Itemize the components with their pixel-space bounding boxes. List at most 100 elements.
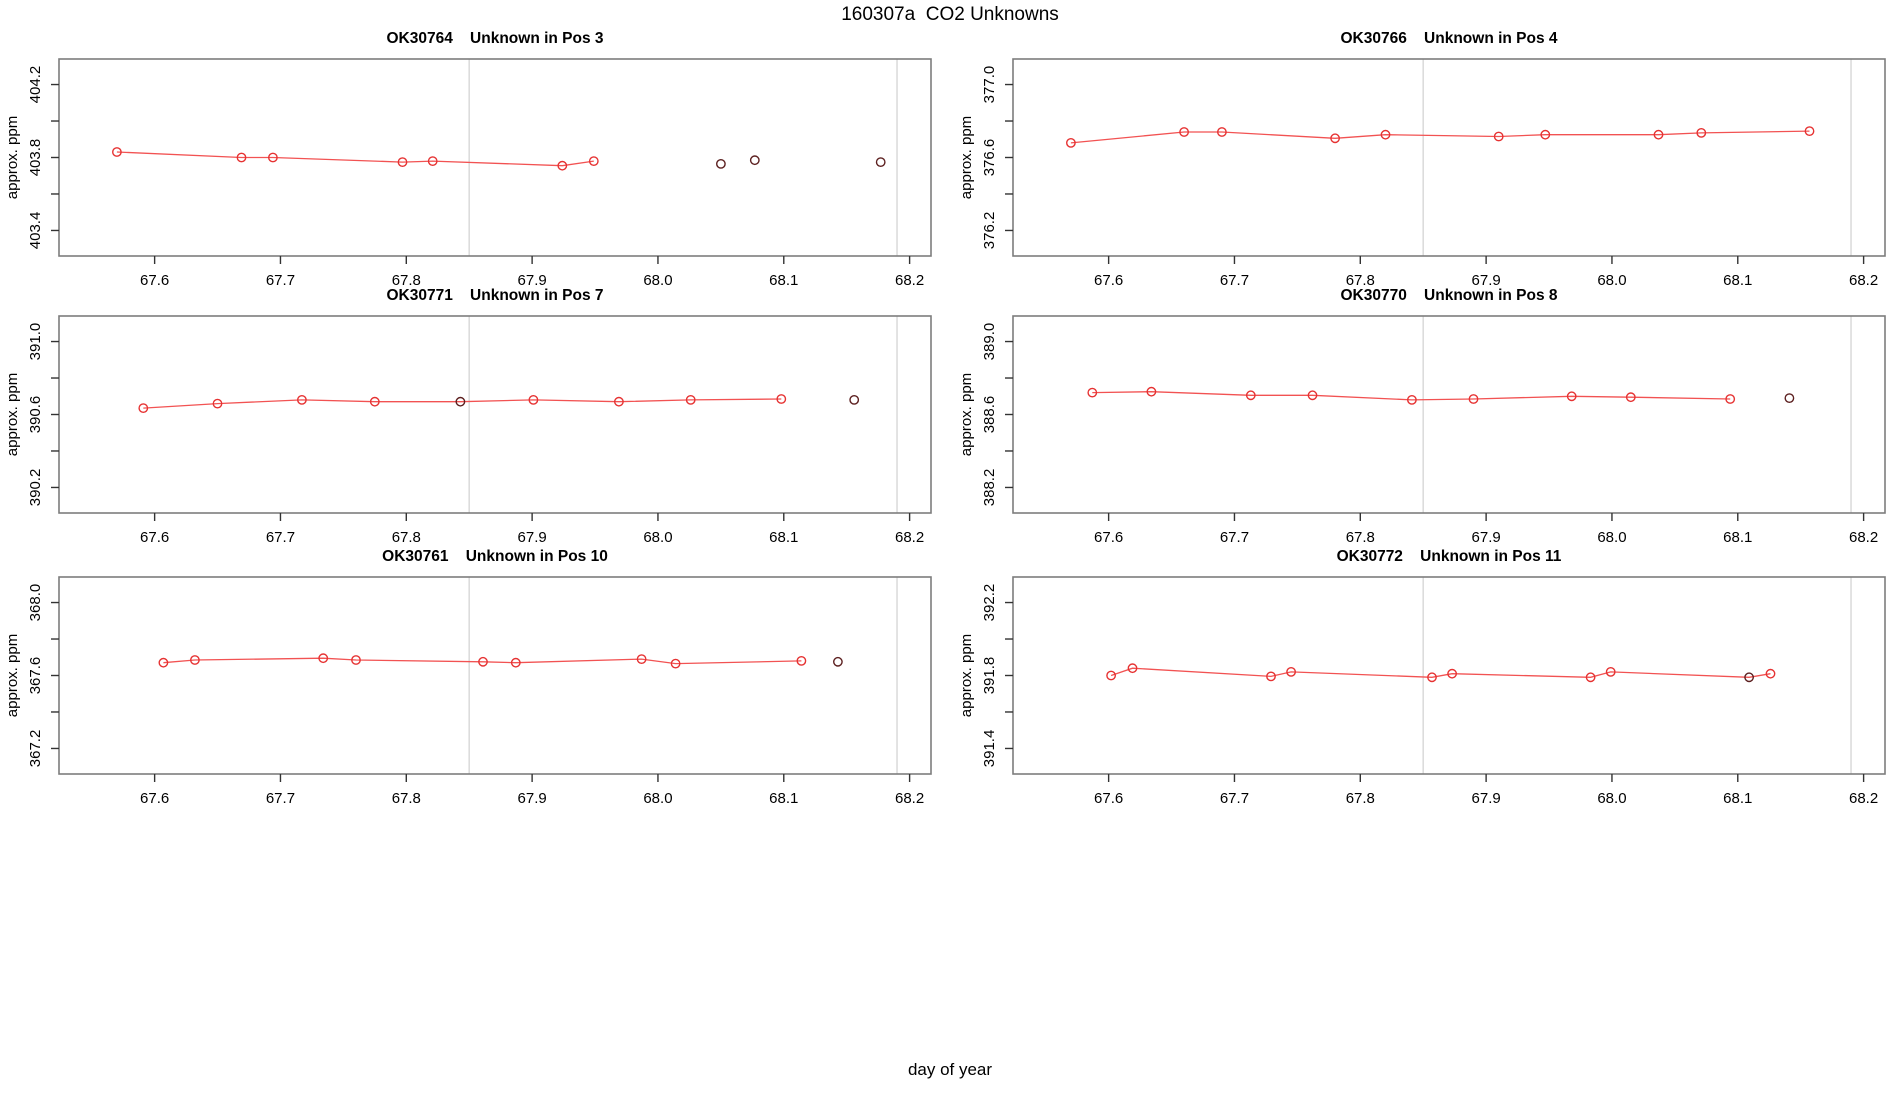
data-point bbox=[1179, 127, 1190, 137]
y-tick-label: 403.4 bbox=[27, 212, 44, 250]
data-point bbox=[1217, 127, 1227, 137]
figure-main-title: 160307a CO2 Unknowns bbox=[841, 4, 1059, 25]
y-axis-title: approx. ppm bbox=[958, 634, 975, 717]
data-point bbox=[212, 398, 223, 409]
x-tick-label: 68.0 bbox=[643, 529, 672, 546]
x-tick-label: 67.7 bbox=[266, 529, 295, 546]
data-point bbox=[1585, 672, 1596, 683]
y-tick-label: 367.2 bbox=[27, 730, 44, 768]
y-axis-title: approx. ppm bbox=[4, 373, 21, 456]
x-tick-label: 67.9 bbox=[518, 790, 547, 807]
series-line bbox=[143, 398, 782, 409]
data-point bbox=[1127, 663, 1138, 674]
y-axis-title: approx. ppm bbox=[4, 634, 21, 717]
y-tick-label: 403.8 bbox=[27, 139, 44, 177]
flagged-data-point bbox=[455, 396, 466, 407]
y-tick-label: 392.2 bbox=[981, 584, 998, 622]
x-tick-label: 67.7 bbox=[1220, 272, 1249, 289]
x-tick-label: 67.9 bbox=[1472, 272, 1501, 289]
data-point bbox=[1330, 133, 1341, 144]
data-point bbox=[158, 657, 169, 668]
x-tick-label: 68.2 bbox=[895, 272, 924, 289]
data-point bbox=[588, 156, 599, 167]
x-tick-label: 68.1 bbox=[1723, 529, 1752, 546]
data-point bbox=[1447, 668, 1458, 679]
x-tick-label: 67.8 bbox=[1346, 790, 1375, 807]
x-tick-label: 67.6 bbox=[1094, 529, 1123, 546]
x-tick-label: 67.6 bbox=[140, 529, 169, 546]
data-point bbox=[236, 152, 247, 163]
x-tick-label: 67.7 bbox=[266, 790, 295, 807]
x-axis-caption: day of year bbox=[907, 1060, 993, 1079]
data-point bbox=[1653, 129, 1664, 140]
data-point bbox=[296, 394, 307, 405]
data-point bbox=[776, 394, 787, 404]
x-tick-label: 68.2 bbox=[1849, 790, 1878, 807]
y-tick-label: 391.4 bbox=[981, 730, 998, 768]
data-point bbox=[1286, 667, 1297, 677]
y-axis-title: approx. ppm bbox=[958, 373, 975, 456]
data-point bbox=[189, 655, 200, 665]
y-tick-label: 390.6 bbox=[27, 396, 44, 434]
y-tick-label: 389.0 bbox=[981, 323, 998, 361]
panel-title-ok30770: OK30770 Unknown in Pos 8 bbox=[1340, 287, 1558, 304]
data-point bbox=[1087, 387, 1098, 398]
data-point bbox=[796, 656, 807, 666]
x-tick-label: 67.9 bbox=[1472, 790, 1501, 807]
plot-box bbox=[1012, 315, 1886, 514]
series-line bbox=[116, 151, 594, 167]
panel-title-ok30764: OK30764 Unknown in Pos 3 bbox=[386, 30, 604, 47]
y-axis-title: approx. ppm bbox=[958, 116, 975, 199]
data-point bbox=[1266, 671, 1276, 682]
x-tick-label: 68.1 bbox=[769, 790, 798, 807]
data-point bbox=[1804, 126, 1815, 137]
x-tick-label: 68.0 bbox=[643, 272, 672, 289]
x-tick-label: 67.8 bbox=[1346, 529, 1375, 546]
data-point bbox=[1566, 391, 1577, 402]
panel-OK30771: 67.6 67.7 67.8 67.9 68.0 68.1 68.2 390.2 390.6 39… bbox=[4, 315, 932, 546]
plot-box bbox=[1012, 58, 1886, 257]
series-line bbox=[163, 657, 802, 665]
panel-title-ok30771: OK30771 Unknown in Pos 7 bbox=[386, 287, 604, 304]
data-point bbox=[112, 147, 122, 157]
data-point bbox=[318, 653, 329, 664]
x-tick-label: 67.7 bbox=[1220, 529, 1249, 546]
flagged-data-point bbox=[849, 394, 860, 405]
series-line bbox=[1110, 667, 1771, 678]
panel-title-ok30766: OK30766 Unknown in Pos 4 bbox=[1340, 30, 1558, 47]
y-tick-label: 390.2 bbox=[27, 469, 44, 507]
x-tick-label: 68.0 bbox=[1597, 790, 1626, 807]
data-point bbox=[478, 656, 488, 667]
data-point bbox=[1245, 390, 1256, 401]
y-tick-label: 376.2 bbox=[981, 212, 998, 250]
data-point bbox=[1696, 127, 1707, 138]
data-point bbox=[557, 160, 568, 171]
data-point bbox=[636, 654, 647, 664]
plot-box bbox=[58, 58, 932, 257]
flagged-data-point bbox=[833, 656, 843, 667]
y-axis-title: approx. ppm bbox=[4, 116, 21, 199]
x-tick-label: 68.2 bbox=[1849, 529, 1878, 546]
flagged-data-point bbox=[716, 158, 726, 169]
panel-OK30770: 67.6 67.7 67.8 67.9 68.0 68.1 68.2 388.2 388.6 38… bbox=[958, 315, 1886, 546]
data-point bbox=[614, 396, 624, 407]
data-point bbox=[1146, 386, 1157, 397]
data-point bbox=[1066, 137, 1076, 148]
data-point bbox=[1307, 390, 1318, 401]
data-point bbox=[351, 655, 361, 665]
series-line bbox=[1092, 391, 1731, 401]
y-tick-label: 388.6 bbox=[981, 396, 998, 434]
y-tick-label: 391.8 bbox=[981, 657, 998, 695]
y-tick-label: 377.0 bbox=[981, 66, 998, 104]
x-tick-label: 67.9 bbox=[518, 529, 547, 546]
data-point bbox=[1468, 394, 1479, 404]
data-point bbox=[138, 403, 149, 413]
x-tick-label: 67.6 bbox=[1094, 790, 1123, 807]
x-tick-label: 67.6 bbox=[140, 790, 169, 807]
data-point bbox=[1765, 668, 1776, 679]
x-tick-label: 67.6 bbox=[140, 272, 169, 289]
data-point bbox=[397, 157, 408, 168]
panel-OK30766: 67.6 67.7 67.8 67.9 68.0 68.1 68.2 376.2 376.6 37… bbox=[958, 58, 1886, 289]
data-point bbox=[369, 396, 380, 407]
x-tick-label: 67.8 bbox=[392, 790, 421, 807]
